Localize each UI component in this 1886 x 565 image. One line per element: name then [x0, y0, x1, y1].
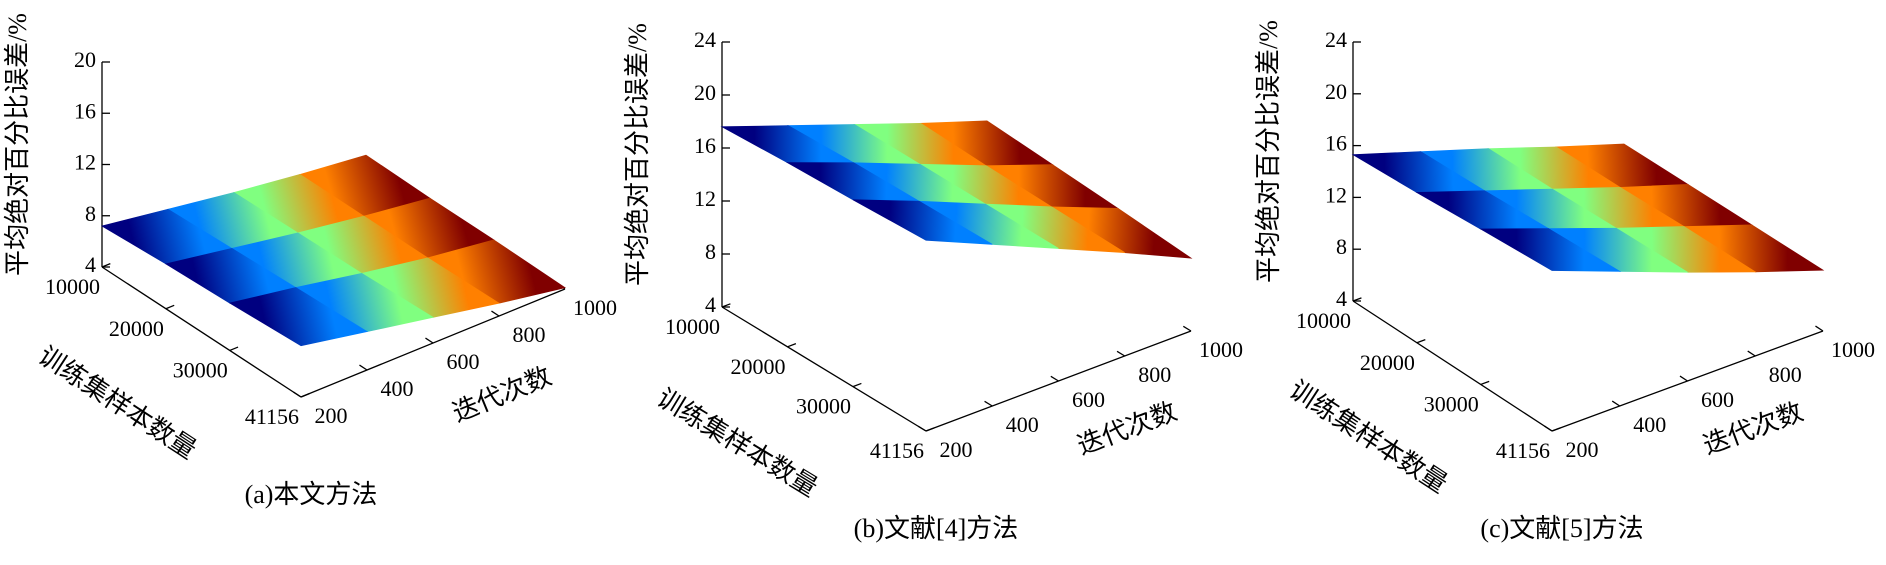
y-tick — [917, 425, 927, 432]
y-tick-label: 1000 — [573, 295, 617, 320]
y-tick — [425, 337, 434, 344]
caption: (c)文献[5]方法 — [1480, 514, 1643, 543]
x-tick — [300, 392, 310, 398]
x-tick — [229, 346, 239, 352]
x-tick-label: 10000 — [45, 274, 100, 299]
x-tick-label: 10000 — [1296, 308, 1351, 333]
x-tick-label: 30000 — [796, 394, 851, 419]
x-tick — [721, 303, 731, 308]
y-tick — [491, 310, 500, 317]
y-tick-label: 800 — [1138, 362, 1171, 387]
y-tick-label: 400 — [381, 376, 414, 401]
y-tick — [293, 391, 302, 398]
y-tick — [1116, 350, 1126, 357]
y-tick — [1747, 350, 1756, 357]
y-tick — [359, 364, 368, 371]
y-tick-label: 800 — [513, 322, 546, 347]
z-tick-label: 24 — [1325, 27, 1347, 52]
z-tick-label: 20 — [1325, 79, 1347, 104]
z-tick-label: 20 — [74, 47, 96, 72]
x-tick — [852, 382, 862, 388]
y-tick — [984, 400, 993, 407]
y-tick — [1815, 325, 1824, 332]
z-tick-label: 8 — [705, 239, 716, 264]
z-tick-label: 12 — [694, 186, 716, 211]
y-tick — [1611, 400, 1621, 407]
x-axis — [101, 266, 302, 398]
x-tick-label: 41156 — [245, 404, 299, 429]
x-tick — [787, 343, 797, 348]
caption: (a)本文方法 — [245, 480, 378, 509]
z-tick-label: 24 — [694, 27, 716, 52]
z-tick-label: 8 — [85, 201, 96, 226]
x-tick — [101, 262, 111, 268]
y-tick-label: 600 — [1072, 387, 1105, 412]
caption: (b)文献[4]方法 — [854, 514, 1019, 543]
x-tick — [1480, 380, 1490, 386]
x-tick — [1416, 339, 1426, 344]
z-tick-label: 12 — [1325, 182, 1347, 207]
surface-cell — [1479, 228, 1622, 272]
z-tick-label: 4 — [1336, 286, 1347, 311]
z-tick-label: 16 — [694, 133, 716, 158]
surface-cell — [852, 199, 993, 245]
z-tick-label: 20 — [694, 80, 716, 105]
x-tick-label: 41156 — [1496, 438, 1550, 463]
y-tick — [1544, 425, 1553, 432]
z-tick-label: 4 — [705, 292, 716, 317]
y-tick-label: 600 — [1701, 387, 1734, 412]
y-tick-label: 800 — [1769, 362, 1802, 387]
z-tick-label: 16 — [1325, 131, 1347, 156]
y-tick — [1050, 375, 1059, 382]
z-tick-label: 16 — [74, 98, 96, 123]
surface-cell — [228, 287, 369, 347]
x-tick-label: 20000 — [730, 354, 785, 379]
x-axis — [721, 306, 927, 432]
x-tick — [165, 304, 175, 310]
y-tick-label: 200 — [940, 437, 973, 462]
y-tick-label: 200 — [315, 403, 348, 428]
x-tick-label: 30000 — [1424, 391, 1479, 416]
y-tick-label: 400 — [1006, 412, 1039, 437]
x-tick — [1551, 427, 1561, 432]
y-tick-label: 600 — [447, 349, 480, 374]
x-tick-label: 20000 — [109, 316, 164, 341]
z-tick-label: 8 — [1336, 234, 1347, 259]
z-axis-label: 平均绝对百分比误差/% — [623, 23, 652, 286]
y-tick-label: 1000 — [1199, 337, 1243, 362]
x-axis — [1352, 300, 1553, 432]
x-tick-label: 20000 — [1360, 350, 1415, 375]
y-tick-label: 200 — [1566, 437, 1599, 462]
y-tick-label: 400 — [1633, 412, 1666, 437]
z-axis-label: 平均绝对百分比误差/% — [3, 13, 32, 276]
y-tick-label: 1000 — [1831, 337, 1875, 362]
y-tick — [1679, 375, 1688, 382]
x-tick-label: 30000 — [173, 357, 228, 382]
z-tick-label: 4 — [85, 252, 96, 277]
x-tick-label: 41156 — [870, 438, 924, 463]
z-axis-label: 平均绝对百分比误差/% — [1254, 20, 1283, 283]
x-tick — [1352, 297, 1362, 302]
y-tick — [1182, 325, 1192, 332]
x-tick-label: 10000 — [665, 314, 720, 339]
x-tick — [925, 427, 935, 432]
z-tick-label: 12 — [74, 150, 96, 175]
